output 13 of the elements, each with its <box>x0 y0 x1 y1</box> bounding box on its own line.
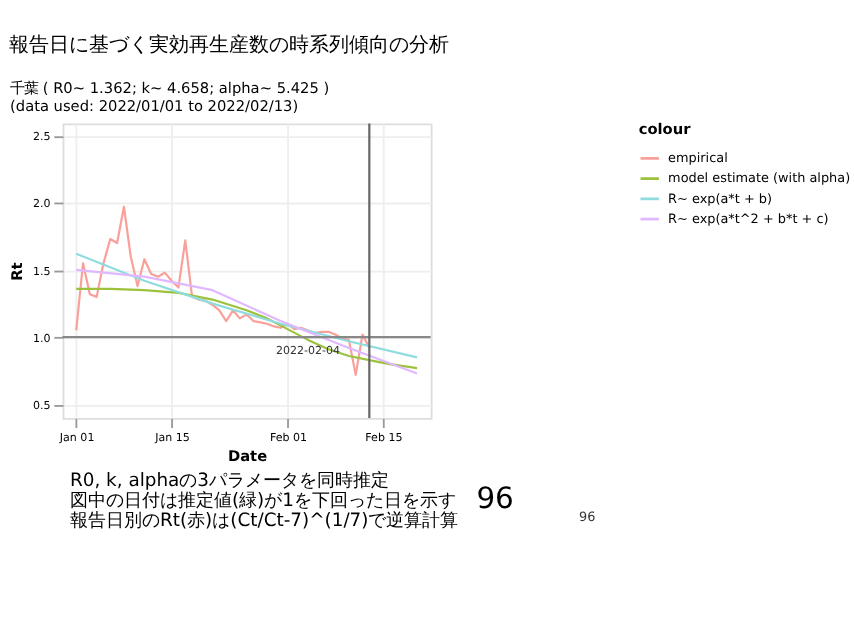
x-axis-title: Date <box>227 447 268 466</box>
chart-subtitle: 千葉 ( R0~ 1.362; k~ 4.658; alpha~ 5.425 ) (data used: 2022/01/01 to 2022/02/13) <box>10 78 330 116</box>
text: 96 <box>476 482 514 517</box>
y-axis-title: Rt <box>8 261 27 281</box>
text: 図中の日付は推定値(緑)が1を下回った日を示す <box>69 490 456 513</box>
line-series <box>75 252 419 359</box>
line-series <box>75 268 419 375</box>
legend-title: colour <box>638 120 692 139</box>
text: R0, k, alphaの3パラメータを同時推定 <box>69 469 390 492</box>
chart-title: 報告日に基づく実効再生産数の時系列傾向の分析 <box>9 33 450 58</box>
line-series <box>75 205 371 376</box>
text: 報告日別のRt(赤)は(Ct/Ct-7)^(1/7)で逆算計算 <box>69 510 459 533</box>
line-series <box>75 287 419 370</box>
